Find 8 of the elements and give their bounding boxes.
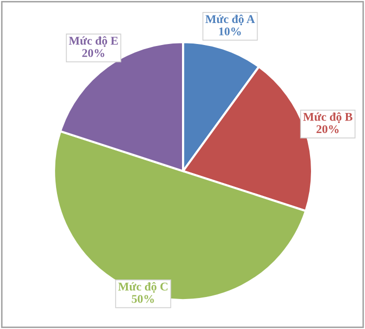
data-label: 20% [316, 125, 339, 134]
slice-label: Mức độ B [303, 112, 352, 124]
slice-label: Mức độ C [118, 282, 168, 293]
data-label: 20% [82, 49, 104, 58]
data-label: 50% [132, 294, 154, 303]
slice-label: Mức độ E [68, 36, 118, 47]
data-label: 10% [219, 27, 241, 36]
slice-label: Mức độ A [205, 14, 255, 26]
